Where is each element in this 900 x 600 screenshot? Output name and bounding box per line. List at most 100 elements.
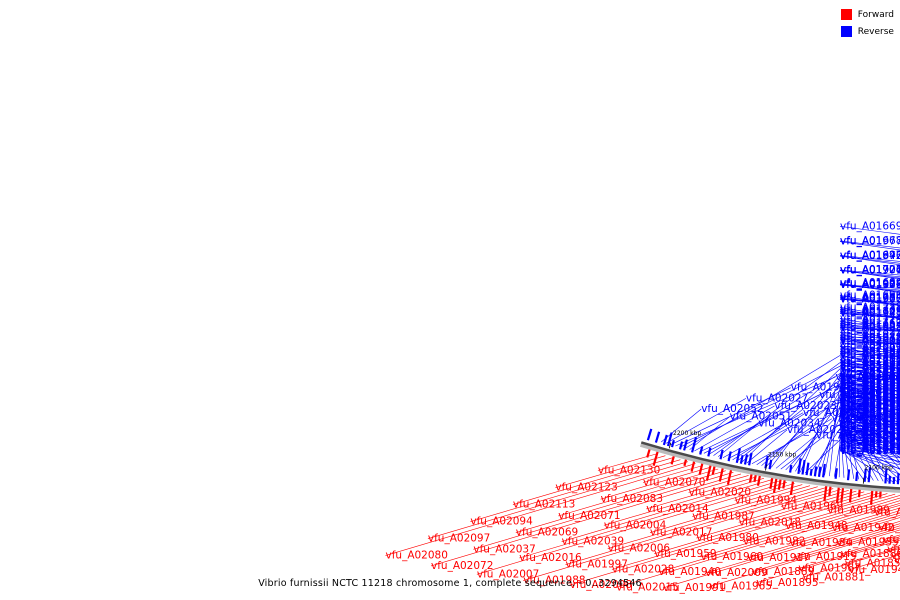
reverse-gene-label[interactable]: vfu_A02051 [730, 411, 792, 423]
reverse-gene-label[interactable]: vfu_A01738 [840, 301, 900, 313]
reverse-gene-label[interactable]: vfu_A01937 [840, 389, 900, 401]
reverse-gene-label[interactable]: vfu_A01970 [840, 400, 900, 412]
reverse-gene-label[interactable]: vfu_A01826 [840, 382, 900, 394]
reverse-gene-label[interactable]: vfu_A01704 [840, 346, 900, 358]
forward-gene-label[interactable]: vfu_A02028 [612, 564, 674, 576]
reverse-gene-label[interactable]: vfu_A01893 [840, 396, 900, 408]
forward-gene-label[interactable]: vfu_A01831 [894, 554, 900, 566]
forward-gene-label[interactable]: vfu_A02037 [473, 543, 535, 555]
reverse-gene-label[interactable]: vfu_A01926 [840, 392, 900, 404]
reverse-gene-label[interactable]: vfu_A01741 [840, 367, 900, 379]
forward-gene-label[interactable]: vfu_A01982 [743, 536, 805, 548]
reverse-gene-label[interactable]: vfu_A01694 [840, 359, 900, 371]
reverse-gene-label[interactable]: vfu_A01972 [840, 332, 900, 344]
forward-gene-label[interactable]: vfu_A02020 [689, 486, 751, 498]
reverse-gene-label[interactable]: vfu_A02021 [840, 418, 900, 430]
reverse-gene-label[interactable]: vfu_A01734 [840, 291, 900, 303]
reverse-gene-label[interactable]: vfu_A01837 [840, 391, 900, 403]
forward-gene-label[interactable]: vfu_A01855 [845, 557, 900, 569]
reverse-gene-label[interactable]: vfu_A01949 [840, 405, 900, 417]
reverse-gene-label[interactable]: vfu_A01901 [840, 265, 900, 277]
forward-gene-label[interactable]: vfu_A01896 [887, 543, 900, 555]
reverse-gene-label[interactable]: vfu_A02001 [840, 343, 900, 355]
reverse-gene-label[interactable]: vfu_A01737 [840, 304, 900, 316]
reverse-gene-label[interactable]: vfu_A01996 [791, 382, 854, 394]
reverse-gene-label[interactable]: vfu_A01835 [840, 401, 900, 413]
reverse-gene-label[interactable]: vfu_A01891 [840, 380, 900, 392]
reverse-gene-label[interactable]: vfu_A01706 [840, 264, 900, 276]
reverse-gene-label[interactable]: vfu_A01930 [840, 421, 900, 433]
forward-gene-label[interactable]: vfu_A01824 [891, 550, 900, 562]
reverse-gene-label[interactable]: vfu_A01773 [840, 315, 900, 327]
reverse-gene-label[interactable]: vfu_A01763 [840, 368, 900, 380]
reverse-gene-label[interactable]: vfu_A01904 [840, 278, 900, 290]
forward-gene-label[interactable]: vfu_A01959 [654, 548, 716, 560]
forward-gene-label[interactable]: vfu_A01935 [836, 536, 898, 548]
reverse-gene-label[interactable]: vfu_A01986 [840, 383, 900, 395]
reverse-gene-label[interactable]: vfu_A01925 [840, 377, 900, 389]
reverse-gene-label[interactable]: vfu_A02002 [803, 407, 865, 419]
forward-gene-label[interactable]: vfu_A02097 [428, 533, 490, 545]
forward-gene-label[interactable]: vfu_A02071 [558, 510, 620, 522]
reverse-gene-label[interactable]: vfu_A02079 [840, 385, 900, 397]
reverse-gene-label[interactable]: vfu_A01877 [840, 414, 900, 426]
reverse-gene-label[interactable]: vfu_A01992 [840, 392, 900, 404]
reverse-gene-label[interactable]: vfu_A02049 [840, 362, 900, 374]
reverse-gene-label[interactable]: vfu_A02031 [840, 407, 900, 419]
reverse-gene-label[interactable]: vfu_A01971 [840, 402, 900, 414]
reverse-gene-label[interactable]: vfu_A01687 [840, 293, 900, 305]
forward-gene-label[interactable]: vfu_A02080 [386, 550, 448, 562]
reverse-gene-label[interactable]: vfu_A01946 [840, 250, 900, 262]
reverse-gene-label[interactable]: vfu_A01990 [840, 407, 900, 419]
forward-gene-label[interactable]: vfu_A01969 [781, 501, 843, 513]
reverse-gene-label[interactable]: vfu_A01722 [840, 398, 900, 410]
reverse-gene-label[interactable]: vfu_A01839 [840, 440, 900, 452]
forward-gene-label[interactable]: vfu_A01948 [785, 520, 847, 532]
reverse-gene-label[interactable]: vfu_A01995 [819, 389, 881, 401]
forward-gene-label[interactable]: vfu_A01965 [710, 580, 772, 592]
reverse-gene-label[interactable]: vfu_A01907 [840, 408, 900, 420]
forward-gene-label[interactable]: vfu_A01988 [523, 575, 585, 587]
reverse-gene-label[interactable]: vfu_A01668 [840, 235, 900, 247]
reverse-gene-label[interactable]: vfu_A01843 [840, 368, 900, 380]
reverse-gene-label[interactable]: vfu_A01698 [840, 354, 900, 366]
reverse-gene-label[interactable]: vfu_A02024 [787, 424, 850, 436]
reverse-gene-label[interactable]: vfu_A01932 [840, 441, 900, 453]
reverse-gene-label[interactable]: vfu_A01936 [840, 391, 900, 403]
reverse-gene-label[interactable]: vfu_A02052 [701, 403, 763, 415]
reverse-gene-label[interactable]: vfu_A01777 [840, 427, 900, 439]
reverse-gene-label[interactable]: vfu_A01920 [840, 293, 900, 305]
reverse-gene-label[interactable]: vfu_A01979 [840, 396, 900, 408]
reverse-gene-label[interactable]: vfu_A01715 [840, 375, 900, 387]
reverse-gene-label[interactable]: vfu_A02054 [840, 385, 900, 397]
reverse-gene-label[interactable]: vfu_A02126 [816, 429, 879, 441]
forward-gene-label[interactable]: vfu_A01881 [803, 571, 865, 583]
reverse-gene-label[interactable]: vfu_A02026 [840, 373, 900, 385]
reverse-gene-label[interactable]: vfu_A01799 [840, 375, 900, 387]
reverse-gene-label[interactable]: vfu_A02117 [840, 423, 900, 435]
reverse-gene-label[interactable]: vfu_A01974 [840, 265, 900, 277]
reverse-gene-label[interactable]: vfu_A01689 [840, 277, 900, 289]
reverse-gene-label[interactable]: vfu_A02064 [840, 445, 900, 457]
forward-gene-label[interactable]: vfu_A01889 [752, 566, 814, 578]
reverse-gene-label[interactable]: vfu_A01766 [840, 369, 900, 381]
reverse-gene-label[interactable]: vfu_A01918 [840, 432, 900, 444]
reverse-gene-label[interactable]: vfu_A01800 [840, 408, 900, 420]
forward-gene-label[interactable]: vfu_A01994 [735, 495, 798, 507]
reverse-gene-label[interactable]: vfu_A02044 [840, 415, 900, 427]
reverse-gene-label[interactable]: vfu_A01951 [840, 419, 900, 431]
reverse-gene-label[interactable]: vfu_A02061 [840, 430, 900, 442]
reverse-gene-label[interactable]: vfu_A01998 [840, 348, 900, 360]
reverse-gene-label[interactable]: vfu_A01977 [840, 236, 900, 248]
reverse-gene-label[interactable]: vfu_A01769 [840, 318, 900, 330]
reverse-gene-label[interactable]: vfu_A01872 [840, 250, 900, 262]
reverse-gene-label[interactable]: vfu_A02048 [840, 385, 900, 397]
reverse-gene-label[interactable]: vfu_A01964 [840, 340, 900, 352]
forward-gene-label[interactable]: vfu_A01917 [747, 552, 809, 564]
reverse-gene-label[interactable]: vfu_A01934 [840, 320, 900, 332]
reverse-gene-label[interactable]: vfu_A01903 [840, 293, 900, 305]
reverse-gene-label[interactable]: vfu_A01669 [840, 220, 900, 232]
forward-gene-label[interactable]: vfu_A02113 [513, 499, 575, 511]
reverse-gene-label[interactable]: vfu_A01976 [840, 279, 900, 291]
forward-gene-label[interactable]: vfu_A01980 [696, 532, 758, 544]
